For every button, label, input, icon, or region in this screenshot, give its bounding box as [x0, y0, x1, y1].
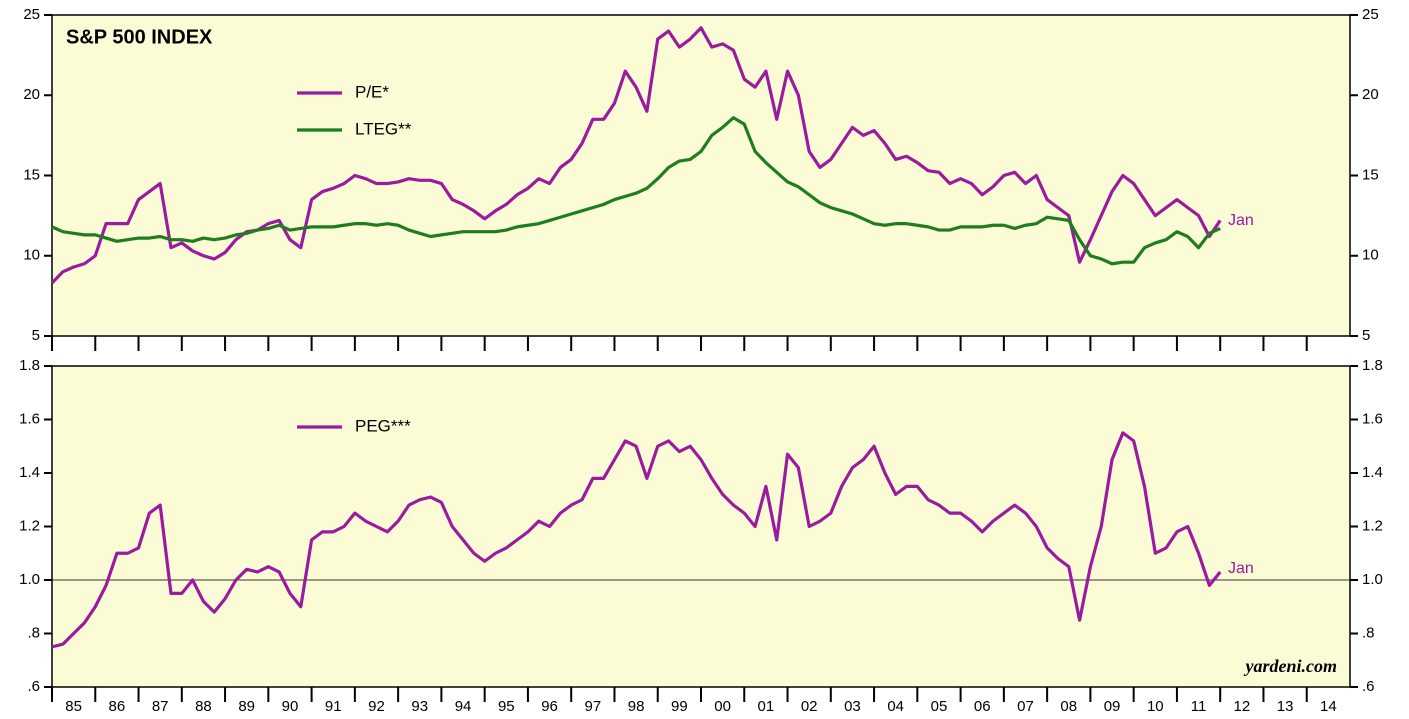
x-tick-label: 03	[844, 698, 861, 715]
y-tick-label: 1.6	[1362, 410, 1383, 427]
x-tick-label: 06	[974, 698, 991, 715]
y-tick-label: 5	[32, 327, 40, 344]
y-tick-label: .6	[1362, 678, 1375, 695]
x-tick-label: 92	[368, 698, 385, 715]
x-tick-label: 11	[1191, 698, 1207, 715]
y-tick-label: 1.8	[1362, 357, 1383, 374]
data-line	[51, 116, 1221, 266]
x-tick-label: 09	[1104, 698, 1121, 715]
x-tick-label: 87	[152, 698, 169, 715]
x-tick-label: 91	[325, 698, 342, 715]
top-panel	[51, 14, 1351, 337]
y-tick-label: 15	[23, 166, 40, 183]
bottom-panel	[51, 365, 1351, 688]
y-tick-label: 1.0	[19, 571, 40, 588]
data-line	[51, 431, 1222, 649]
x-tick-label: 08	[1060, 698, 1077, 715]
legend-label: LTEG**	[355, 119, 412, 138]
x-tick-label: 01	[758, 698, 775, 715]
panel-title: S&P 500 INDEX	[66, 26, 213, 48]
y-tick-label: .8	[1362, 624, 1375, 641]
y-tick-label: 25	[1362, 6, 1379, 23]
y-tick-label: 1.2	[19, 517, 40, 534]
x-tick-label: 13	[1277, 698, 1294, 715]
x-tick-label: 99	[671, 698, 688, 715]
y-tick-label: .6	[27, 678, 40, 695]
x-tick-label: 98	[628, 698, 645, 715]
y-tick-label: 20	[1362, 86, 1379, 103]
annotation: Jan	[1228, 560, 1254, 577]
x-tick-label: 89	[238, 698, 255, 715]
x-tick-label: 94	[455, 698, 472, 715]
x-tick-label: 05	[931, 698, 948, 715]
legend-label: PEG***	[355, 416, 411, 435]
x-tick-label: 00	[714, 698, 731, 715]
y-tick-label: 10	[23, 247, 40, 264]
y-tick-label: 1.6	[19, 410, 40, 427]
y-tick-label: .8	[27, 624, 40, 641]
y-tick-label: 1.2	[1362, 517, 1383, 534]
x-tick-label: 12	[1233, 698, 1250, 715]
x-tick-label: 02	[801, 698, 818, 715]
x-tick-label: 04	[887, 698, 904, 715]
y-tick-label: 1.0	[1362, 571, 1383, 588]
source: yardeni.com	[1244, 656, 1338, 676]
legend-label: P/E*	[355, 82, 389, 101]
x-tick-label: 88	[195, 698, 212, 715]
x-tick-label: 10	[1147, 698, 1164, 715]
x-tick-label: 07	[1017, 698, 1034, 715]
x-tick-label: 93	[411, 698, 428, 715]
y-tick-label: 20	[23, 86, 40, 103]
x-tick-label: 90	[282, 698, 299, 715]
x-tick-label: 86	[109, 698, 126, 715]
y-tick-label: 1.4	[19, 464, 40, 481]
y-tick-label: 1.8	[19, 357, 40, 374]
y-tick-label: 1.4	[1362, 464, 1383, 481]
x-tick-label: 95	[498, 698, 515, 715]
x-tick-label: 85	[65, 698, 82, 715]
y-tick-label: 10	[1362, 247, 1379, 264]
y-tick-label: 15	[1362, 166, 1379, 183]
x-tick-label: 14	[1320, 698, 1337, 715]
x-tick-label: 96	[541, 698, 558, 715]
y-tick-label: 25	[23, 6, 40, 23]
y-tick-label: 5	[1362, 327, 1370, 344]
annotation: Jan	[1228, 212, 1254, 229]
x-tick-label: 97	[584, 698, 601, 715]
